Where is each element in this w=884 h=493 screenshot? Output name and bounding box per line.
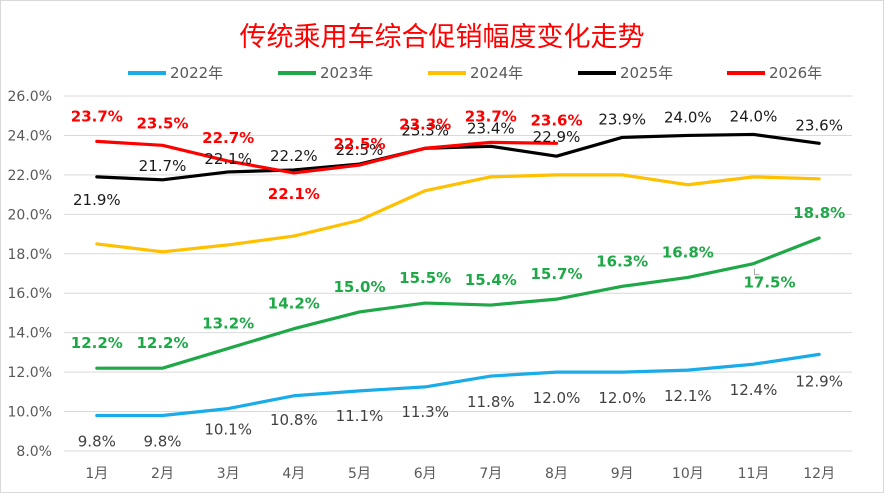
data-label: 21.7% <box>139 157 187 175</box>
data-label: 15.5% <box>399 269 451 287</box>
data-label: 12.1% <box>664 387 712 405</box>
series-line <box>95 173 821 254</box>
x-tick-label: 1月 <box>85 466 108 482</box>
data-label: 10.8% <box>270 411 318 429</box>
y-tick-label: 14.0% <box>8 326 52 342</box>
data-label: 16.3% <box>596 252 648 270</box>
data-label: 24.0% <box>730 107 778 125</box>
series-line <box>95 139 559 175</box>
data-label: 12.9% <box>795 372 843 390</box>
legend-label: 2023年 <box>320 64 373 82</box>
x-tick-label: 8月 <box>545 466 568 482</box>
y-tick-label: 12.0% <box>8 365 52 381</box>
data-label: 18.8% <box>793 204 845 222</box>
y-tick-label: 22.0% <box>8 168 52 184</box>
data-label: 21.9% <box>73 191 121 209</box>
data-label: 15.4% <box>465 271 517 289</box>
x-tick-label: 12月 <box>803 466 835 482</box>
data-label: 23.3% <box>401 121 449 139</box>
data-label: 16.8% <box>662 243 714 261</box>
legend-label: 2026年 <box>769 64 822 82</box>
data-label: 15.7% <box>530 265 582 283</box>
data-label: 11.8% <box>467 393 515 411</box>
x-tick-label: 2月 <box>151 466 174 482</box>
x-tick-label: 11月 <box>738 466 770 482</box>
data-label: 15.0% <box>333 278 385 296</box>
data-label: 11.1% <box>336 407 384 425</box>
y-tick-label: 16.0% <box>8 286 52 302</box>
x-tick-label: 4月 <box>282 466 305 482</box>
data-label: 17.5% <box>743 274 795 292</box>
data-label: 11.3% <box>401 403 449 421</box>
x-tick-label: 10月 <box>672 466 704 482</box>
data-label: 23.4% <box>467 119 515 137</box>
data-label: 12.0% <box>533 389 581 407</box>
y-tick-label: 24.0% <box>8 128 52 144</box>
series-line <box>95 132 821 182</box>
data-label: 23.9% <box>598 110 646 128</box>
data-label: 12.2% <box>136 334 188 352</box>
y-tick-label: 10.0% <box>8 405 52 421</box>
data-label: 23.5% <box>136 114 188 132</box>
data-label: 23.7% <box>465 107 517 125</box>
series-line <box>95 352 821 418</box>
data-label: 12.0% <box>598 389 646 407</box>
data-label: 14.2% <box>268 295 320 313</box>
y-tick-label: 20.0% <box>8 207 52 223</box>
legend-label: 2025年 <box>620 64 673 82</box>
data-label: 22.1% <box>204 150 252 168</box>
series-line <box>95 236 821 370</box>
data-label: 22.5% <box>333 135 385 153</box>
x-tick-label: 3月 <box>217 466 240 482</box>
y-tick-label: 8.0% <box>16 444 52 460</box>
data-label: 22.9% <box>533 128 581 146</box>
data-label: 22.1% <box>268 185 320 203</box>
chart-title: 传统乘用车综合促销幅度变化走势 <box>240 22 645 53</box>
data-label: 23.6% <box>795 116 843 134</box>
legend-label: 2024年 <box>470 64 523 82</box>
legend: 2022年 2023年 2024年 2025年 2026年 <box>128 64 822 82</box>
x-tick-label: 9月 <box>611 466 634 482</box>
data-label: 9.8% <box>78 433 116 451</box>
label-leader-line <box>754 268 760 276</box>
data-label: 22.5% <box>336 141 384 159</box>
series-lines <box>95 132 821 418</box>
data-label: 12.4% <box>730 381 778 399</box>
data-label: 9.8% <box>143 433 181 451</box>
data-label: 23.3% <box>399 115 451 133</box>
legend-label: 2022年 <box>170 64 223 82</box>
data-labels: 9.8% 9.8% 10.1% 10.8% 11.1% 11.3% 11.8% 12.0% 12… <box>71 107 845 450</box>
data-label: 13.2% <box>202 314 254 332</box>
y-axis: 8.0% 10.0% 12.0% 14.0% 16.0% 18.0% 20.0% 22.0% 2… <box>8 89 52 460</box>
data-label: 23.6% <box>530 111 582 129</box>
x-axis: 1月 2月 3月 4月 5月 6月 7月 8月 9月 10月 11月 12月 <box>85 466 835 482</box>
x-tick-label: 5月 <box>348 466 371 482</box>
data-label: 12.2% <box>71 334 123 352</box>
y-tick-label: 18.0% <box>8 247 52 263</box>
data-label: 22.2% <box>270 147 318 165</box>
x-tick-label: 6月 <box>414 466 437 482</box>
data-label: 22.7% <box>202 129 254 147</box>
data-label: 10.1% <box>204 421 252 439</box>
y-tick-label: 26.0% <box>8 89 52 105</box>
data-label: 23.7% <box>71 107 123 125</box>
x-tick-label: 7月 <box>479 466 502 482</box>
data-label: 24.0% <box>664 108 712 126</box>
